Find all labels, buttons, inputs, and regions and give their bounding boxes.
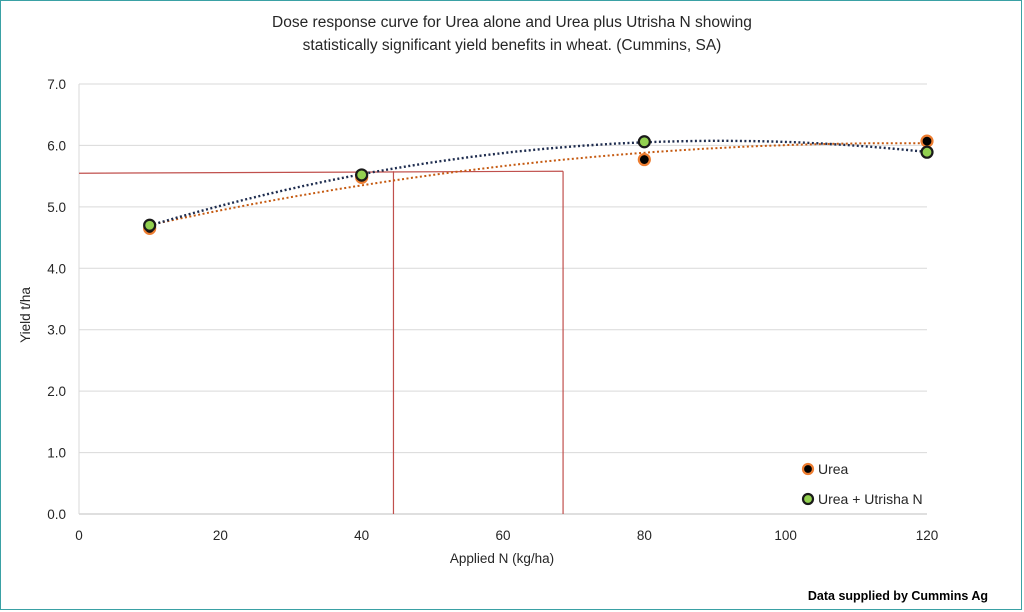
x-tick-label-0: 0: [75, 528, 83, 543]
data-point-series-2-1: [355, 168, 369, 182]
y-tick-label-5: 5.0: [47, 200, 66, 215]
x-tick-label-4: 80: [637, 528, 652, 543]
data-point-series-2-2: [637, 135, 651, 149]
x-tick-label-1: 20: [213, 528, 228, 543]
reference-line-horizontal: [78, 170, 564, 174]
data-points: [143, 134, 934, 235]
reference-lines: [78, 170, 564, 514]
source-note: Data supplied by Cummins Ag: [807, 589, 988, 603]
trendline-series-1: [149, 142, 928, 226]
x-tick-label-2: 40: [354, 528, 369, 543]
y-tick-label-4: 4.0: [47, 261, 66, 276]
y-tick-label-0: 0.0: [47, 507, 66, 522]
legend-label-2: Urea + Utrisha N: [818, 491, 923, 507]
gridlines: [79, 83, 927, 454]
trendlines: [149, 139, 928, 227]
trendline-series-2: [149, 139, 928, 227]
tick-labels: 0.0 1.0 2.0 3.0 4.0 5.0 6.0 7.0 0 20 40 60 80 100 120: [47, 77, 938, 543]
y-tick-label-7: 7.0: [47, 77, 66, 92]
x-tick-label-3: 60: [495, 528, 510, 543]
y-tick-label-2: 2.0: [47, 384, 66, 399]
chart-title-line-2: statistically significant yield benefits…: [303, 37, 722, 54]
legend-label-1: Urea: [818, 461, 849, 477]
y-tick-label-3: 3.0: [47, 323, 66, 338]
legend-marker-1: [801, 462, 815, 476]
x-axis-label: Applied N (kg/ha): [450, 551, 554, 566]
data-point-series-1-3: [920, 134, 934, 148]
chart-title-line-1: Dose response curve for Urea alone and U…: [272, 14, 752, 31]
axes: [78, 84, 927, 515]
x-tick-label-6: 120: [916, 528, 939, 543]
y-axis-label: Yield t/ha: [18, 287, 33, 343]
data-point-series-1-2: [637, 152, 651, 167]
y-tick-label-6: 6.0: [47, 138, 66, 153]
y-tick-label-1: 1.0: [47, 446, 66, 461]
data-point-series-2-3: [920, 145, 934, 159]
legend-marker-2: [801, 492, 815, 506]
x-tick-label-5: 100: [774, 528, 797, 543]
data-point-series-2-0: [143, 218, 157, 232]
legend: Urea Urea + Utrisha N: [801, 461, 923, 507]
